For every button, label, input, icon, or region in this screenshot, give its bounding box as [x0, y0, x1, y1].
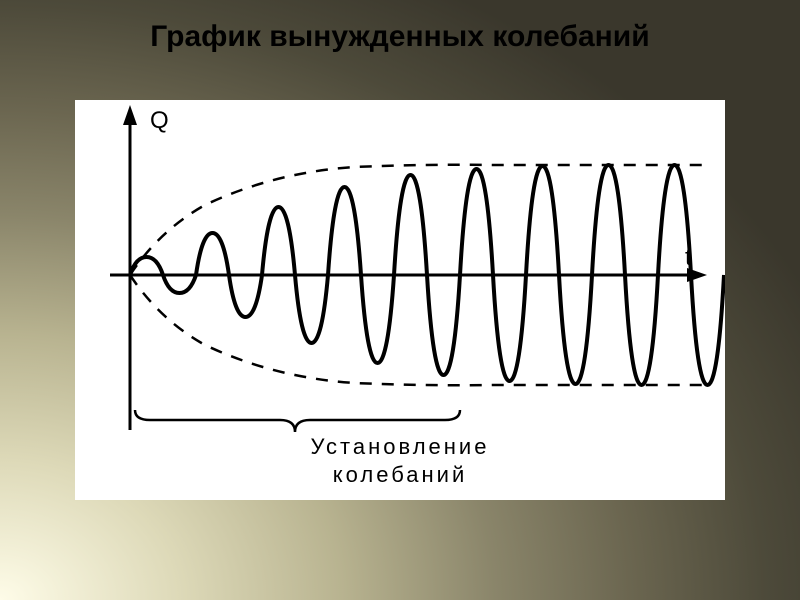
caption-line-1: Установление — [311, 434, 490, 459]
brace — [135, 410, 460, 432]
upper-envelope — [130, 165, 705, 275]
caption-line-2: колебаний — [333, 462, 468, 487]
y-axis-arrow — [123, 105, 137, 125]
lower-envelope — [130, 275, 705, 385]
y-axis-label: Q — [150, 107, 169, 134]
chart-caption: Установление колебаний — [311, 433, 490, 490]
chart-panel: Q t Установление колебаний — [75, 100, 725, 500]
page-title: График вынужденных колебаний — [0, 20, 800, 54]
